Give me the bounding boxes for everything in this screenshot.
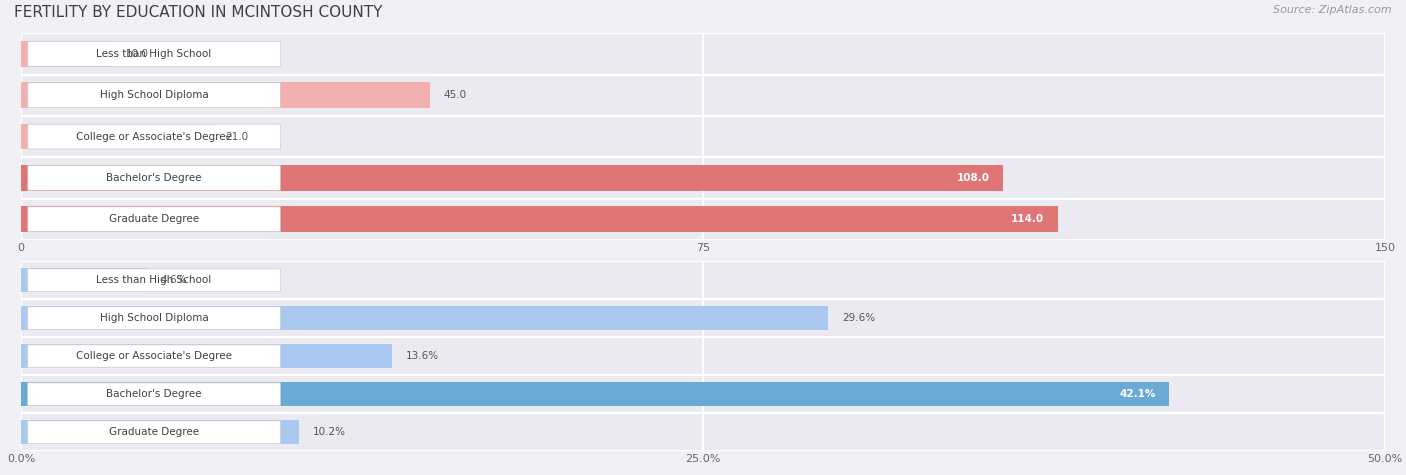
Text: 45.0: 45.0 (444, 90, 467, 100)
Text: Bachelor's Degree: Bachelor's Degree (107, 389, 202, 399)
FancyBboxPatch shape (28, 165, 280, 190)
FancyBboxPatch shape (21, 299, 1385, 337)
FancyBboxPatch shape (21, 75, 1385, 116)
Text: Less than High School: Less than High School (97, 49, 212, 59)
Text: Source: ZipAtlas.com: Source: ZipAtlas.com (1274, 5, 1392, 15)
Text: 13.6%: 13.6% (406, 351, 439, 361)
FancyBboxPatch shape (28, 207, 280, 232)
FancyBboxPatch shape (21, 375, 1385, 413)
Bar (21, 268, 146, 292)
Text: 10.2%: 10.2% (314, 427, 346, 437)
Text: High School Diploma: High School Diploma (100, 90, 208, 100)
FancyBboxPatch shape (28, 124, 280, 149)
Bar (21, 124, 212, 149)
FancyBboxPatch shape (21, 33, 1385, 75)
Text: Bachelor's Degree: Bachelor's Degree (107, 173, 202, 183)
FancyBboxPatch shape (28, 383, 280, 406)
Text: 10.0: 10.0 (125, 49, 149, 59)
FancyBboxPatch shape (21, 337, 1385, 375)
Bar (21, 420, 299, 444)
Text: FERTILITY BY EDUCATION IN MCINTOSH COUNTY: FERTILITY BY EDUCATION IN MCINTOSH COUNT… (14, 5, 382, 20)
FancyBboxPatch shape (28, 345, 280, 368)
Text: Less than High School: Less than High School (97, 275, 212, 285)
Text: College or Associate's Degree: College or Associate's Degree (76, 132, 232, 142)
Text: 42.1%: 42.1% (1119, 389, 1156, 399)
FancyBboxPatch shape (21, 199, 1385, 240)
FancyBboxPatch shape (21, 261, 1385, 299)
Bar (21, 165, 1002, 190)
Text: College or Associate's Degree: College or Associate's Degree (76, 351, 232, 361)
Bar (21, 41, 112, 66)
Bar (21, 83, 430, 108)
Text: 114.0: 114.0 (1011, 214, 1045, 224)
Text: 21.0: 21.0 (226, 132, 249, 142)
Text: High School Diploma: High School Diploma (100, 313, 208, 323)
Bar (21, 344, 392, 368)
FancyBboxPatch shape (28, 421, 280, 444)
Text: 108.0: 108.0 (956, 173, 990, 183)
FancyBboxPatch shape (21, 116, 1385, 157)
Text: 29.6%: 29.6% (842, 313, 875, 323)
FancyBboxPatch shape (28, 307, 280, 330)
FancyBboxPatch shape (28, 269, 280, 292)
Bar (21, 382, 1170, 406)
FancyBboxPatch shape (28, 41, 280, 66)
Bar (21, 207, 1057, 232)
Bar (21, 306, 828, 330)
FancyBboxPatch shape (21, 413, 1385, 451)
FancyBboxPatch shape (21, 157, 1385, 199)
Text: Graduate Degree: Graduate Degree (110, 427, 200, 437)
FancyBboxPatch shape (28, 83, 280, 108)
Text: Graduate Degree: Graduate Degree (110, 214, 200, 224)
Text: 4.6%: 4.6% (160, 275, 187, 285)
